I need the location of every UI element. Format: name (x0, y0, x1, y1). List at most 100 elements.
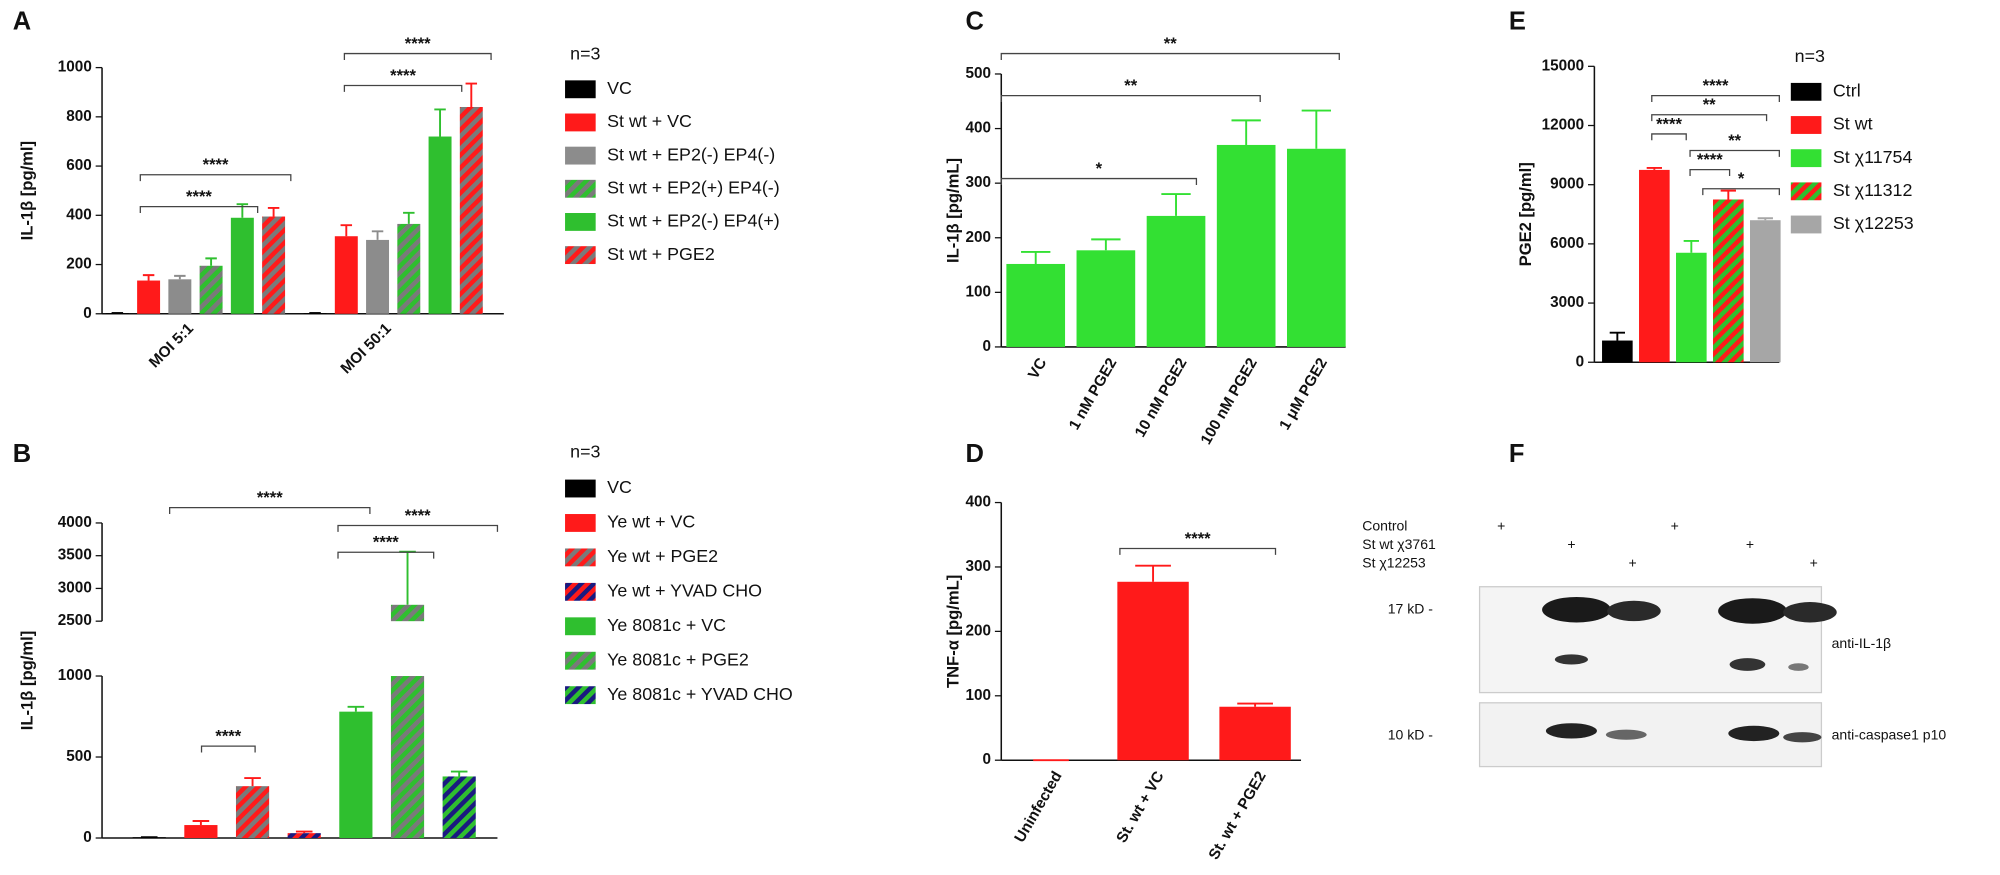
significance-label: **** (390, 66, 416, 85)
chart-C: C IL-1β [pg/mL] 0 100 200 300 400 500 VC 1 nM PGE… (943, 8, 1346, 448)
significance-bracket (1702, 188, 1780, 196)
significance-label: * (1738, 169, 1745, 188)
y-axis-label: IL-1β [pg/ml] (17, 631, 36, 730)
bar (334, 236, 358, 314)
significance-bracket (1000, 52, 1340, 60)
legend-label: St wt + EP2(-) EP4(-) (607, 144, 775, 164)
condition-label: St χ12253 (1362, 554, 1426, 570)
band (1783, 732, 1822, 743)
chart-B: B IL-1β [pg/ml] 0 500 1000 2500 3000 3500 4000 VC… (13, 440, 793, 846)
legend-title: n=3 (570, 44, 600, 64)
y-tick-label: 0 (83, 305, 92, 322)
error-bar (1237, 702, 1273, 707)
bar (184, 825, 218, 839)
bar (230, 217, 254, 314)
legend-swatch (565, 146, 596, 165)
blot-labels: F Control + + St wt χ3761 + + St χ12253 + +17 kD … (1362, 440, 1946, 743)
significance-label: ** (1728, 131, 1741, 150)
y-tick-label: 400 (966, 494, 992, 511)
legend-label: St wt + EP2(-) EP4(+) (607, 211, 780, 231)
band (1545, 723, 1597, 739)
y-tick-label: 300 (966, 174, 992, 191)
y-tick-label: 200 (966, 229, 992, 246)
band (1718, 598, 1787, 624)
legend-label: VC (607, 78, 632, 98)
y-tick-label: 600 (66, 157, 92, 174)
legend-label: St wt + EP2(+) EP4(-) (607, 177, 780, 197)
bar (1146, 215, 1206, 347)
significance-bracket (1651, 133, 1687, 141)
error-bar (1646, 166, 1662, 170)
legend-swatch (565, 651, 596, 670)
band (1788, 663, 1809, 671)
bar (1006, 263, 1066, 347)
error-bar (1757, 217, 1773, 221)
significance-bracket (139, 205, 259, 214)
significance-bracket (1651, 114, 1768, 122)
legend-title: n=3 (1795, 46, 1825, 66)
legend-label: VC (607, 477, 632, 497)
legend-label: Ctrl (1833, 81, 1861, 101)
legend-label: Ye 8081c + PGE2 (607, 649, 749, 669)
x-tick-label: Uninfected (1011, 768, 1065, 845)
error-bar (192, 820, 210, 826)
y-tick-label: 3000 (1550, 294, 1584, 311)
y-tick-label: 800 (66, 108, 92, 125)
y-tick-label: 200 (66, 256, 92, 273)
legend-swatch (1790, 182, 1822, 201)
blot-panel (1478, 586, 1837, 768)
lane-sign: + (1567, 536, 1575, 552)
legend-label: Ye wt + VC (607, 512, 695, 532)
y-tick-label: 12000 (1542, 117, 1585, 134)
bar (137, 280, 161, 314)
significance-bracket (1651, 95, 1780, 103)
significance-label: ** (1164, 34, 1177, 53)
bar (1219, 706, 1291, 761)
bar (459, 106, 483, 314)
y-tick-label: 3000 (58, 579, 92, 596)
significance-label: **** (1697, 150, 1723, 169)
panel-letter: A (13, 8, 31, 36)
significance-label: * (1096, 159, 1103, 178)
antibody-label: anti-IL-1β (1832, 635, 1891, 651)
panel-letter: F (1509, 440, 1525, 468)
x-tick-label: 1 μM PGE2 (1276, 355, 1331, 433)
significance-label: ** (1703, 95, 1716, 114)
band (1728, 725, 1780, 742)
legend-label: St χ12253 (1833, 213, 1914, 233)
error-bar (1720, 189, 1736, 200)
significance-bracket (1000, 177, 1198, 185)
legend-swatch (565, 582, 596, 601)
significance-bracket (1689, 149, 1780, 157)
error-bar (340, 224, 353, 237)
error-bar (1135, 564, 1171, 582)
band (1783, 602, 1837, 623)
legend-swatch (565, 246, 596, 265)
y-tick-label: 100 (966, 687, 992, 704)
y-tick-label: 0 (83, 829, 92, 846)
error-bar (267, 206, 280, 217)
bar (366, 239, 390, 314)
legend-label: Ye 8081c + YVAD CHO (607, 684, 793, 704)
y-tick-label: 6000 (1550, 235, 1584, 252)
condition-label: St wt χ3761 (1362, 536, 1436, 552)
bar (1286, 148, 1346, 347)
error-bar (174, 274, 186, 280)
significance-label: **** (373, 533, 399, 552)
y-tick-label: 0 (983, 338, 992, 355)
band (1542, 596, 1611, 623)
significance-label: **** (257, 488, 283, 507)
y-tick-label: 15000 (1542, 57, 1585, 74)
chart-D: D TNF-α [pg/mL] 0 100 200 300 400 Uninfected St.… (943, 440, 1302, 863)
error-bar (1021, 250, 1051, 264)
error-bar (450, 770, 468, 777)
significance-bracket (337, 551, 435, 559)
lane-sign: + (1629, 554, 1637, 570)
bar (339, 711, 373, 839)
error-bar (1091, 238, 1121, 251)
significance-bracket (1119, 547, 1277, 555)
significance-bracket (1689, 169, 1731, 177)
y-tick-label: 0 (1576, 353, 1585, 370)
y-tick-label: 100 (966, 283, 992, 300)
bar (262, 216, 286, 314)
